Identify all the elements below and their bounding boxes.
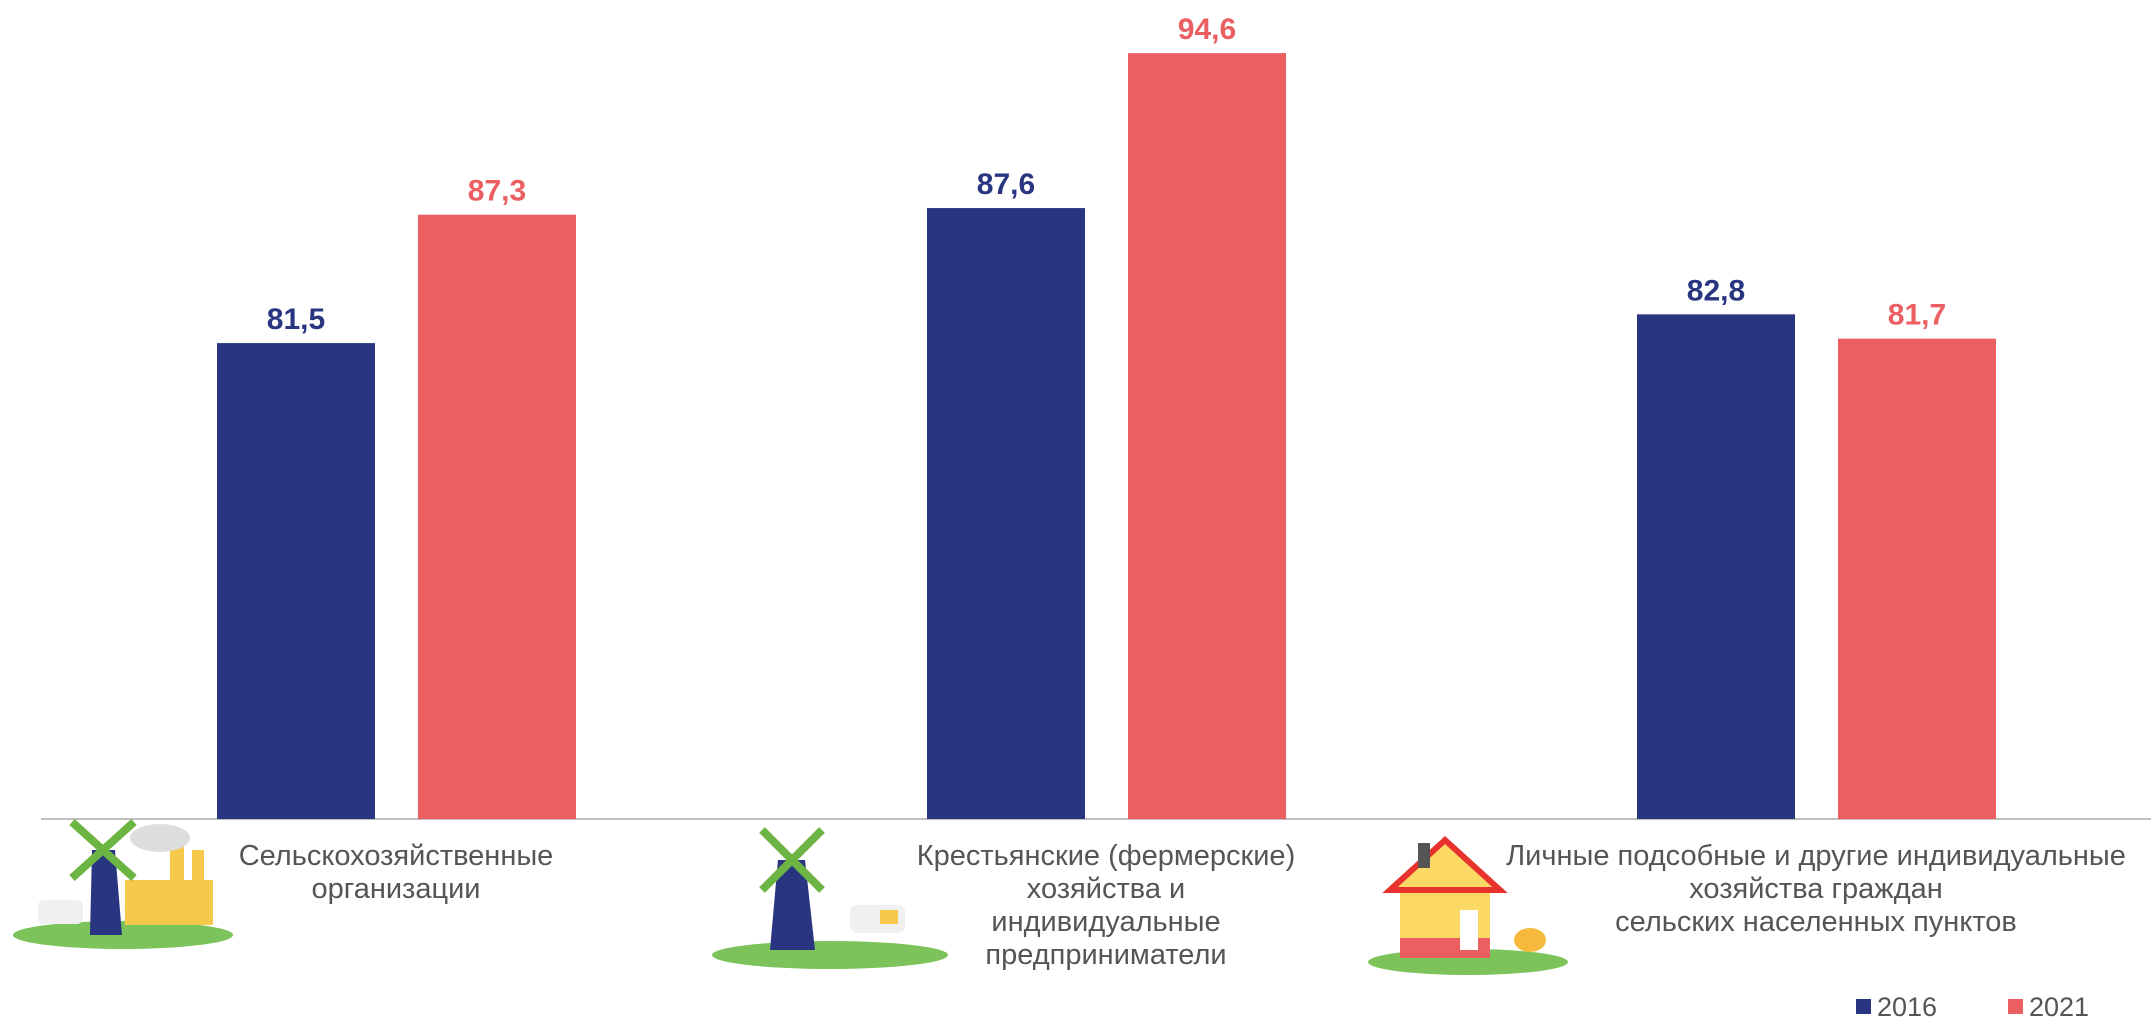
value-label: 87,6 (977, 168, 1035, 201)
value-label: 82,8 (1687, 274, 1745, 307)
bar (1838, 338, 1996, 819)
x-tick-label: Крестьянские (фермерские) хозяйства и инди… (917, 840, 1295, 971)
bar (217, 343, 375, 819)
legend-label: 2021 (2029, 992, 2089, 1019)
icon-house (1368, 835, 1568, 975)
icon-farm (13, 819, 233, 949)
x-tick-label: Сельскохозяйственные организации (239, 840, 554, 905)
x-tick-label: Личные подсобные и другие индивидуальные… (1506, 840, 2126, 938)
value-label: 87,3 (468, 175, 526, 208)
legend-swatch (2008, 999, 2023, 1014)
bar (1637, 314, 1795, 819)
value-label: 94,6 (1178, 13, 1236, 46)
value-label: 81,5 (267, 303, 325, 336)
value-label: 81,7 (1888, 299, 1946, 332)
bar (927, 208, 1085, 820)
bar (418, 214, 576, 819)
bar (1128, 53, 1286, 819)
icon-windmill (712, 827, 948, 969)
legend-swatch (1856, 999, 1871, 1014)
legend-label: 2016 (1877, 992, 1937, 1019)
